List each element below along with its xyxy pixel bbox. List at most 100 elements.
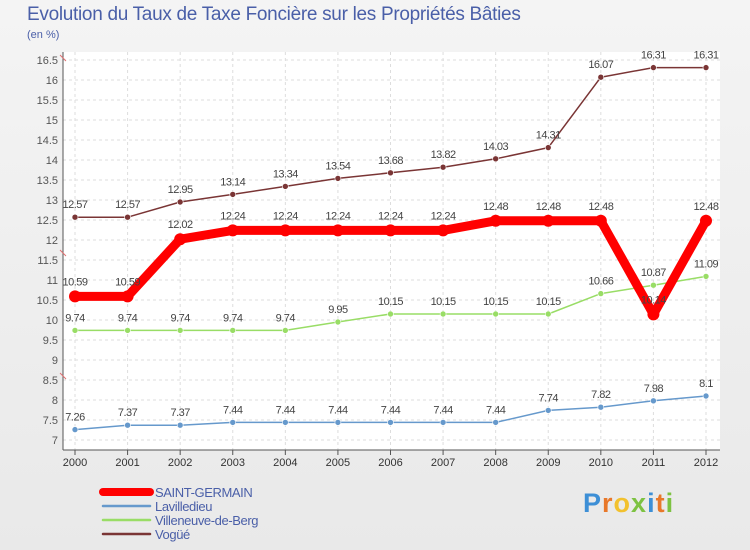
data-label: 12.95 [168,184,193,196]
data-point [702,392,710,400]
logo-letter: i [647,488,656,518]
data-point [702,64,710,71]
data-point [334,419,342,426]
data-point [69,290,81,303]
data-label: 12.24 [220,210,245,222]
data-point [334,318,342,326]
data-point [331,224,344,237]
data-point [176,421,184,429]
data-point [597,290,605,297]
data-point [282,327,289,334]
data-label: 7.44 [223,404,243,416]
data-label: 13.82 [431,149,456,161]
x-tick-label: 2002 [168,457,192,469]
y-tick-label: 10 [46,315,58,327]
legend-label: Lavilledieu [155,499,212,514]
data-label: 9.74 [276,312,296,324]
data-point [174,233,187,246]
data-point [597,403,605,411]
data-point [176,198,184,206]
data-point [650,397,657,405]
data-label: 13.68 [378,155,403,167]
data-point [492,155,499,163]
data-point [387,419,394,426]
x-tick-label: 2005 [326,457,350,469]
data-label: 14.31 [536,130,561,142]
data-label: 9.74 [223,312,243,324]
y-tick-label: 9 [52,355,58,367]
data-label: 12.57 [115,199,140,211]
data-point [71,327,79,334]
data-point [71,213,79,221]
y-tick-label: 7.5 [43,415,58,427]
data-label: 16.31 [693,50,718,62]
data-point [176,327,184,334]
y-tick-label: 11 [47,275,58,287]
data-point [492,310,499,318]
y-tick-label: 16 [46,75,58,87]
x-tick-label: 2011 [642,457,666,469]
data-point [594,214,607,227]
data-point [650,64,657,71]
data-label: 10.59 [62,276,87,288]
data-point [439,419,447,426]
data-point [439,310,447,318]
data-label: 12.24 [325,210,350,222]
x-tick-label: 2010 [589,457,613,469]
data-point [597,73,605,81]
data-point [282,419,289,426]
data-point [226,224,239,237]
legend-label: Villeneuve-de-Berg [155,513,258,528]
data-point [700,214,712,227]
proxiti-logo: Proxiti [583,488,674,519]
data-label: 10.59 [115,276,140,288]
data-point [121,290,134,303]
data-point [650,281,657,289]
logo-letter: P [583,488,603,518]
y-tick-label: 13 [46,195,58,207]
x-tick-label: 2007 [431,457,455,469]
logo-letter: o [613,488,632,518]
data-label: 14.03 [483,141,508,153]
data-point [124,421,131,429]
logo-letter: r [602,488,614,518]
data-point [647,308,660,321]
data-point [702,273,710,280]
data-label: 12.02 [168,219,193,231]
y-tick-label: 10.5 [37,295,58,307]
data-label: 12.48 [588,201,613,213]
data-label: 12.24 [431,210,456,222]
data-label: 16.07 [588,59,613,71]
data-point [387,169,394,177]
logo-letter: x [631,488,648,518]
data-point [124,327,131,334]
y-tick-label: 14.5 [37,135,58,147]
data-label: 9.95 [328,304,348,316]
data-point [384,224,397,237]
data-label: 8.1 [699,378,713,390]
data-label: 11.09 [694,258,719,270]
data-point [229,327,237,334]
y-tick-label: 14 [46,155,58,167]
data-label: 12.24 [273,210,298,222]
y-tick-label: 8 [52,395,58,407]
y-tick-label: 7 [52,435,58,447]
data-point [544,407,552,414]
data-point [279,224,292,237]
data-point [124,213,131,221]
data-label: 7.37 [170,407,190,419]
data-label: 12.48 [483,201,508,213]
axis-break-mark [59,249,67,257]
data-point [544,310,552,318]
y-tick-label: 9.5 [43,335,58,347]
y-tick-label: 15 [46,115,58,127]
logo-letter: t [655,488,666,518]
legend-label: Vogüé [155,527,190,542]
data-label: 12.24 [378,210,403,222]
x-tick-label: 2009 [536,457,560,469]
data-point [282,183,289,190]
logo-letter: i [665,488,675,518]
x-tick-label: 2008 [483,457,507,469]
